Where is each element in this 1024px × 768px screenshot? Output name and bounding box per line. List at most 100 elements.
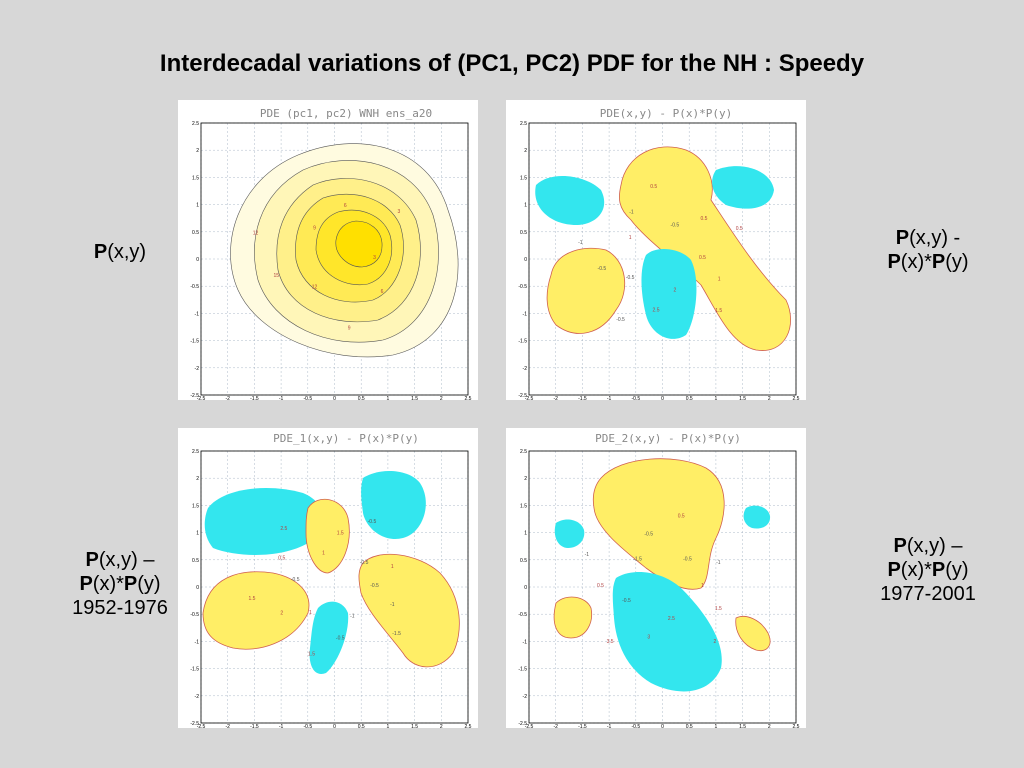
contour-label: -0.5 xyxy=(622,598,631,604)
x-tick-label: 1 xyxy=(387,724,390,728)
x-tick-label: -2.5 xyxy=(197,396,206,400)
y-tick-label: 2.5 xyxy=(520,449,527,455)
chart-diff-panel: -2.5 -2 -1.5 -1 -0.5 0 0.5 1 1.5 2 2.5 2.5 2 1.5 1 0.5 0… xyxy=(506,100,806,400)
contour-label: 1.5 xyxy=(337,531,344,537)
contour-label: -0.5 xyxy=(626,275,635,281)
y-tick-label: 0 xyxy=(196,585,199,591)
label-pxy: P(x,y) xyxy=(93,241,147,263)
x-tick-label: -0.5 xyxy=(303,396,312,400)
contour-label: 3 xyxy=(373,255,376,261)
x-tick-label: -1.5 xyxy=(250,724,259,728)
x-tick-label: 2.5 xyxy=(465,396,472,400)
plot-frame xyxy=(528,122,797,396)
contour-label: 0.5 xyxy=(278,555,285,561)
x-tick-label: -0.5 xyxy=(303,724,312,728)
x-tick-label: 2 xyxy=(440,724,443,728)
plot-frame xyxy=(200,122,469,396)
y-tick-label: -1.5 xyxy=(518,667,527,673)
x-tick-label: 0 xyxy=(333,396,336,400)
contour-label: 0.5 xyxy=(701,216,708,222)
y-tick-label: 2.5 xyxy=(192,449,199,455)
x-tick-label: 0 xyxy=(661,396,664,400)
y-tick-label: -2 xyxy=(195,694,200,700)
x-tick-label: 1 xyxy=(715,396,718,400)
contour-label: -0.5 xyxy=(644,532,653,538)
contour-label: -0.5 xyxy=(291,577,300,583)
contour-label: 3.5 xyxy=(607,639,614,645)
contours xyxy=(553,458,771,692)
y-tick-label: 0 xyxy=(196,257,199,263)
x-tick-label: 0.5 xyxy=(358,724,365,728)
y-tick-label: 0 xyxy=(524,257,527,263)
x-tick-label: -1.5 xyxy=(250,396,259,400)
chart-diff: -2.5 -2 -1.5 -1 -0.5 0 0.5 1 1.5 2 2.52.521.510.50… xyxy=(518,107,800,400)
y-tick-label: -1 xyxy=(523,639,528,645)
x-tick-label: -2 xyxy=(225,396,230,400)
x-tick-label: 1.5 xyxy=(411,396,418,400)
y-tick-label: 1 xyxy=(524,531,527,537)
chart-title: PDE(x,y) - P(x)*P(y) xyxy=(600,107,732,120)
contour-label: -0.5 xyxy=(370,583,379,589)
y-tick-label: -2 xyxy=(523,366,528,372)
contour-label: 1 xyxy=(309,610,312,616)
contour-label: -0.5 xyxy=(360,560,369,566)
contour-label: 1.5 xyxy=(248,596,255,602)
contour-label: 2 xyxy=(713,639,716,645)
contour-label: 1.5 xyxy=(715,606,722,612)
y-tick-label: -1.5 xyxy=(518,339,527,345)
contour-label: -1 xyxy=(350,613,355,619)
x-tick-label: 0.5 xyxy=(686,724,693,728)
x-tick-label: -1 xyxy=(279,724,284,728)
x-tick-label: -0.5 xyxy=(631,396,640,400)
chart-diff2: -2.5 -2 -1.5 -1 -0.5 0 0.5 1 1.5 2 2.5 2.5 2 1.5 1 0.5 0… xyxy=(518,432,799,728)
x-tick-label: 2.5 xyxy=(793,396,800,400)
y-tick-label: -2.5 xyxy=(518,721,527,727)
chart-diff1-panel: -2.5 -2 -1.5 -1 -0.5 0 0.5 1 1.5 2 2.5 2.5 2 1.5 1 0.5 0… xyxy=(178,428,478,728)
y-tick-label: 2.5 xyxy=(520,121,527,127)
y-tick-label: 2 xyxy=(524,148,527,154)
y-tick-label: -0.5 xyxy=(190,612,199,618)
contour-label: 12 xyxy=(253,231,259,237)
x-tick-label: -1 xyxy=(607,724,612,728)
contour-label: -1 xyxy=(390,602,395,608)
contour-label: 15 xyxy=(273,273,279,279)
contour-label: 3 xyxy=(397,209,400,215)
chart-title: PDE_1(x,y) - P(x)*P(y) xyxy=(273,432,419,445)
plot-frame xyxy=(528,450,797,724)
chart-title: PDE (pc1, pc2) WNH ens_a20 xyxy=(260,107,432,120)
x-tick-label: 0.5 xyxy=(358,396,365,400)
x-tick-label: 1 xyxy=(387,396,390,400)
x-tick-label: 1 xyxy=(715,724,718,728)
x-tick-label: -2.5 xyxy=(525,396,534,400)
contour-label: 2.5 xyxy=(653,307,660,313)
y-tick-label: 1.5 xyxy=(192,503,199,509)
x-tick-label: 1.5 xyxy=(411,724,418,728)
chart-diff2-panel: -2.5 -2 -1.5 -1 -0.5 0 0.5 1 1.5 2 2.5 2.5 2 1.5 1 0.5 0… xyxy=(506,428,806,728)
contour-label: 0.5 xyxy=(678,513,685,519)
contour-label: 1 xyxy=(391,564,394,570)
x-tick-label: -1 xyxy=(279,396,284,400)
x-tick-label: -1 xyxy=(607,396,612,400)
x-tick-label: 1.5 xyxy=(739,396,746,400)
contour-label: 1.5 xyxy=(715,308,722,314)
y-tick-label: -1 xyxy=(195,311,200,317)
label-diff1: P(x,y) – P(x)*P(y) 1952-1976 xyxy=(72,549,168,619)
x-tick-label: 2.5 xyxy=(465,724,472,728)
contour-label: 0.5 xyxy=(597,583,604,589)
contour-label: -0.5 xyxy=(683,556,692,562)
y-tick-label: 1.5 xyxy=(520,503,527,509)
contour-labels: 3 6 9 12 15 12 9 6 3 xyxy=(253,203,401,331)
plot-frame xyxy=(200,450,469,724)
x-tick-label: 0 xyxy=(333,724,336,728)
contour-label: 6 xyxy=(381,289,384,295)
contour-labels: 0.5 1 1.5 2 2.5 -0.5 -0.5 -0.5 -1 1 -1 0.5 -0.5 0.5 0.… xyxy=(578,184,743,323)
contours xyxy=(202,471,460,674)
x-tick-label: -2.5 xyxy=(525,724,534,728)
contour-label: -1 xyxy=(629,209,634,215)
y-tick-label: 0.5 xyxy=(192,230,199,236)
contour-label: 3 xyxy=(647,634,650,640)
y-tick-label: 1 xyxy=(196,531,199,537)
contour-label: 9 xyxy=(313,226,316,232)
y-tick-label: -0.5 xyxy=(518,284,527,290)
chart-pdf-panel: -2.5 -2 -1.5 -1 -0.5 0 0.5 1 1.5 2 2.5 2.5 2 1.5 1 0.5 0… xyxy=(178,100,478,400)
